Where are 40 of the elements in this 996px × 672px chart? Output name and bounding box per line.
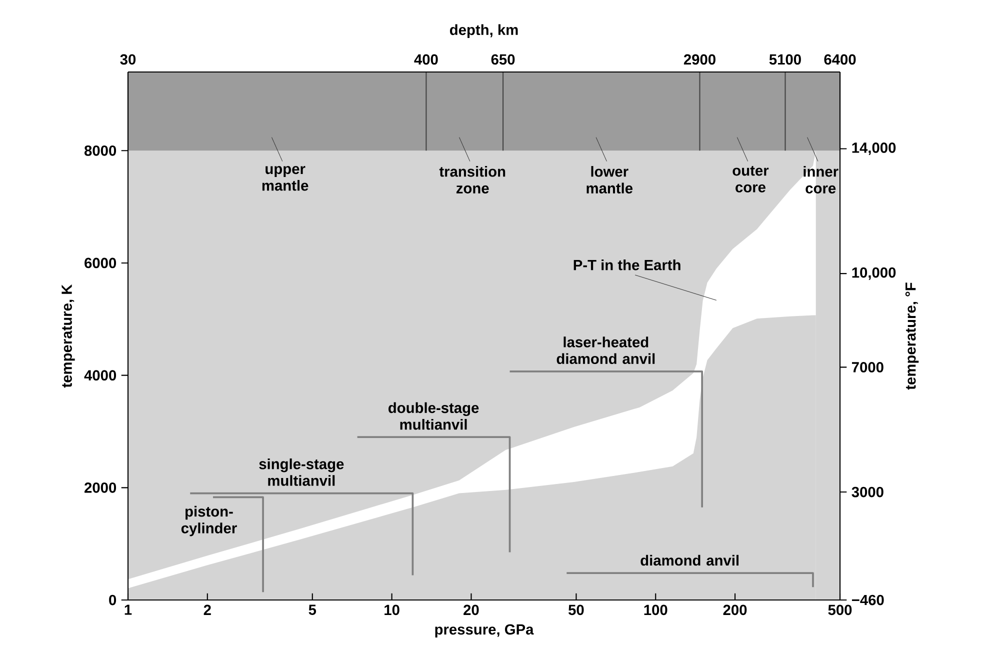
series-label: laser-heated diamond anvil [556,336,655,364]
series-label: double-stage multianvil [388,402,479,430]
annotation: 6400 [824,54,856,65]
annotation: 650 [491,54,515,65]
y2-tick-label: −460 [852,594,884,606]
chart-title: depth, km [450,24,518,38]
y-axis-title: temperature, K [62,284,75,388]
annotation: 2900 [684,54,716,65]
series-label: piston-cylinder [181,506,237,536]
annotation: 5100 [769,54,801,65]
x-tick-label: 50 [568,604,584,616]
x-tick-label: 1 [124,604,132,615]
y2-tick-label: 3000 [852,486,884,498]
y2-tick-label: 10,000 [852,267,896,280]
annotation: transition zone [439,166,506,194]
y-tick-label: 6000 [84,258,116,268]
x-tick-label: 100 [644,604,668,616]
y2-tick-label: 7000 [852,362,884,372]
x-axis-title: pressure, GPa [435,624,534,638]
x-tick-label: 200 [723,604,747,616]
y2-tick-label: 14,000 [852,142,896,156]
y-tick-label: 2000 [84,482,116,493]
x-tick-label: 5 [308,604,316,615]
x-tick-label: 20 [464,604,479,616]
x-tick-label: 10 [384,604,400,616]
series-label: single-stage multianvil [259,458,344,486]
x-tick-label: 2 [204,604,211,615]
annotation: upper mantle [262,166,308,191]
x-tick-label: 500 [828,604,852,616]
series-label: diamond anvil [640,554,738,566]
annotation: 400 [414,54,438,65]
y-tick-label: 4000 [84,370,116,381]
annotation: outer core [732,166,769,192]
y-tick-label: 0 [109,594,116,606]
y2-axis-title: temperature, °F [905,282,919,390]
text: P-T in the Earth [574,259,680,270]
annotation: inner core [804,166,838,194]
annotation: lower mantle [586,166,633,194]
annotation: 30 [120,54,136,65]
y-tick-label: 8000 [84,145,116,156]
